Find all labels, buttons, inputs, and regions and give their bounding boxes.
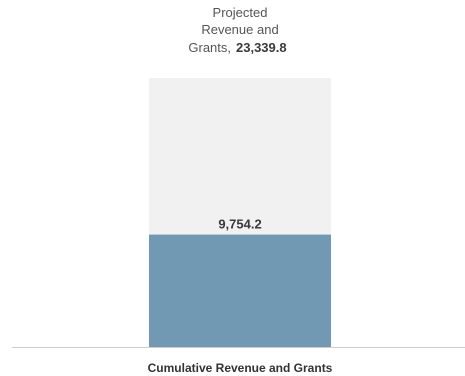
projected-label-line-1: Projected	[213, 5, 268, 20]
actual-bar	[149, 234, 331, 347]
projected-label-line-3: Grants,	[188, 40, 231, 55]
actual-value-label: 9,754.2	[218, 217, 261, 232]
x-category-label: Cumulative Revenue and Grants	[148, 361, 333, 375]
projected-total-label: 23,339.8	[236, 40, 287, 55]
projected-label-line-2: Revenue and	[201, 22, 278, 37]
